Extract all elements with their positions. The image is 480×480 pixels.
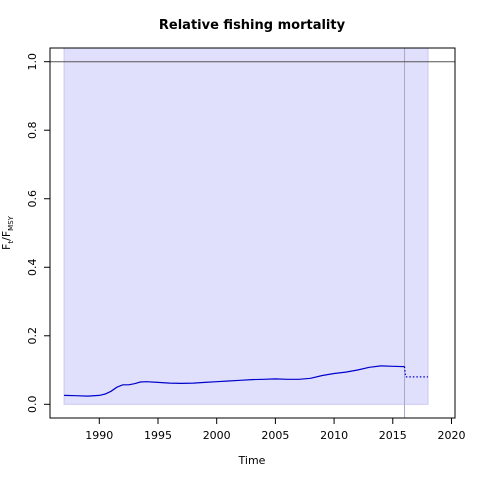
y-tick-label: 0.8 xyxy=(26,121,39,139)
y-tick-label: 0.6 xyxy=(26,190,39,208)
y-axis-label: Ft/FMSY xyxy=(0,215,15,250)
y-axis-label-part: F xyxy=(0,244,13,250)
chart-title: Relative fishing mortality xyxy=(159,18,346,33)
x-tick-label: 2015 xyxy=(379,429,407,442)
projection-line xyxy=(403,366,428,378)
x-axis-label: Time xyxy=(238,454,266,467)
x-tick-label: 1990 xyxy=(85,429,113,442)
x-tick-label: 2000 xyxy=(203,429,231,442)
x-tick-label: 2005 xyxy=(261,429,289,442)
y-axis-label-subscript: MSY xyxy=(7,215,15,230)
y-tick-label: 0.0 xyxy=(26,396,39,414)
x-tick-label: 1995 xyxy=(144,429,172,442)
y-axis-label-part: /F xyxy=(0,231,13,241)
y-axis-label-subscript: t xyxy=(7,241,15,244)
y-tick-label: 0.2 xyxy=(26,327,39,345)
confidence-band xyxy=(63,47,429,405)
y-tick-label: 0.4 xyxy=(26,259,39,277)
x-tick-label: 2020 xyxy=(437,429,465,442)
y-tick-label: 1.0 xyxy=(26,53,39,71)
x-tick-label: 2010 xyxy=(320,429,348,442)
plot-frame xyxy=(49,47,456,419)
estimate-line xyxy=(64,365,405,397)
